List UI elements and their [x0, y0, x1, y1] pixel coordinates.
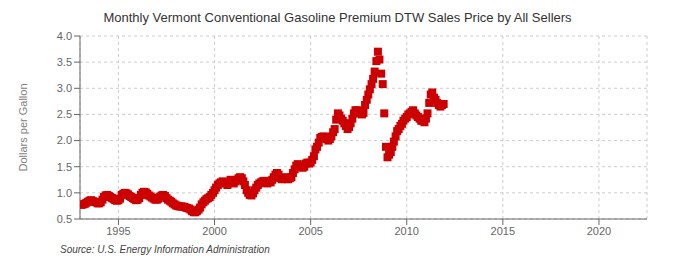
svg-text:0.5: 0.5	[57, 213, 72, 225]
html-text:Monthly Vermont Conventional G: Monthly Vermont Conventional Gasoline Pr…	[103, 10, 572, 25]
html-text:Source: U.S. Energy Informatio: Source: U.S. Energy Information Administ…	[60, 244, 270, 255]
svg-text:Dollars per Gallon: Dollars per Gallon	[17, 83, 29, 171]
svg-text:1.5: 1.5	[57, 161, 72, 173]
svg-text:2000: 2000	[202, 225, 226, 237]
svg-text:2020: 2020	[587, 225, 611, 237]
svg-text:4.0: 4.0	[57, 30, 72, 42]
svg-text:2.5: 2.5	[57, 108, 72, 120]
svg-text:3.0: 3.0	[57, 82, 72, 94]
svg-text:2010: 2010	[395, 225, 419, 237]
svg-text:2005: 2005	[298, 225, 322, 237]
svg-text:1995: 1995	[106, 225, 130, 237]
svg-text:1.0: 1.0	[57, 187, 72, 199]
svg-text:3.5: 3.5	[57, 56, 72, 68]
svg-text:2015: 2015	[491, 225, 515, 237]
svg-text:2.0: 2.0	[57, 134, 72, 146]
